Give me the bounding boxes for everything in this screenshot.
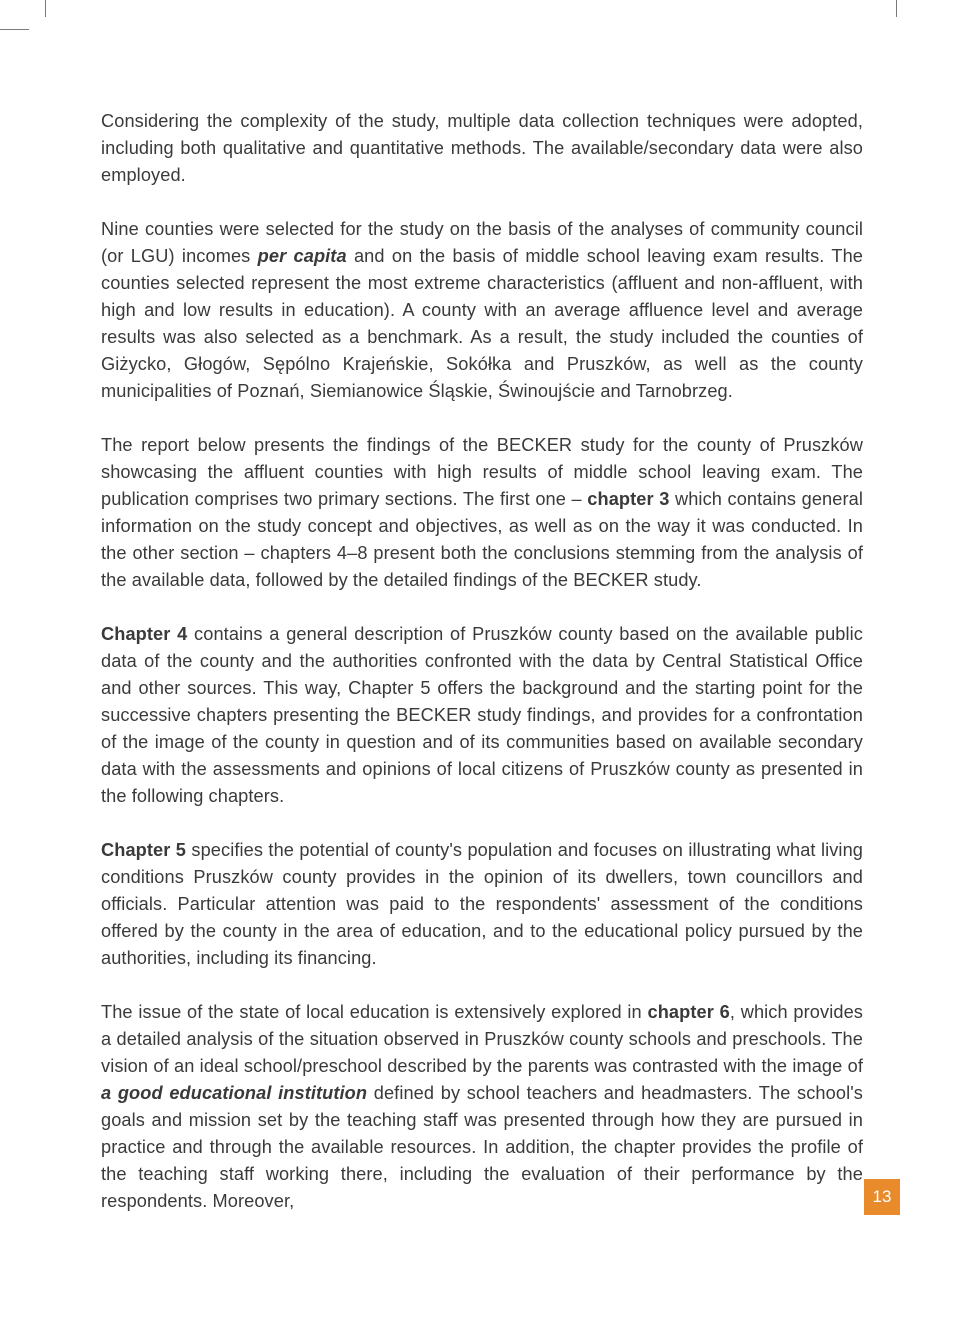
text-run: specifies the potential of county's popu… [101,840,863,968]
paragraph: The report below presents the findings o… [101,432,863,594]
paragraph: Chapter 5 specifies the potential of cou… [101,837,863,972]
page-number-badge: 13 [864,1179,900,1215]
text-run-bolditalic: a good educational institution [101,1083,367,1103]
text-run-bold: chapter 3 [587,489,669,509]
text-run-bold: Chapter 5 [101,840,186,860]
text-run-bold: chapter 6 [648,1002,730,1022]
text-run-bold: Chapter 4 [101,624,187,644]
paragraph: The issue of the state of local educatio… [101,999,863,1215]
crop-mark-top-left-h [0,29,29,30]
text-run: contains a general description of Pruszk… [101,624,863,806]
paragraph: Nine counties were selected for the stud… [101,216,863,405]
page-content: Considering the complexity of the study,… [101,108,863,1215]
text-run-bolditalic: per capita [258,246,347,266]
page-number: 13 [873,1187,892,1207]
text-run: Considering the complexity of the study,… [101,111,863,185]
paragraph: Chapter 4 contains a general description… [101,621,863,810]
crop-mark-top-left-v [45,0,46,17]
crop-mark-top-right-v [896,0,897,17]
text-run: and on the basis of middle school leavin… [101,246,863,401]
paragraph: Considering the complexity of the study,… [101,108,863,189]
text-run: The issue of the state of local educatio… [101,1002,648,1022]
